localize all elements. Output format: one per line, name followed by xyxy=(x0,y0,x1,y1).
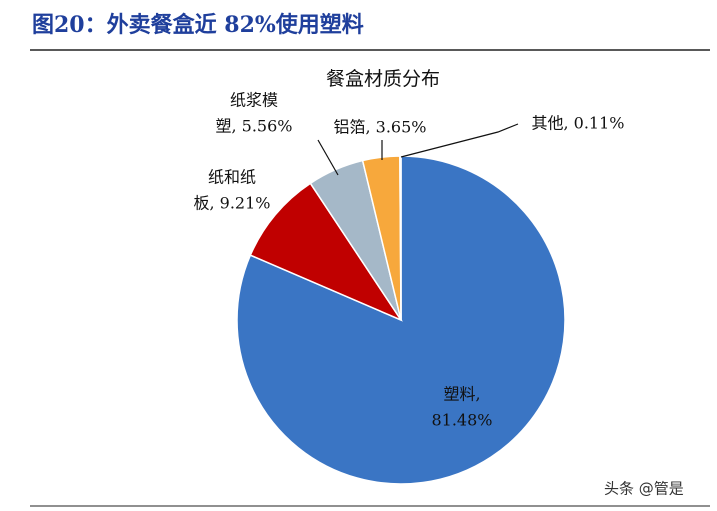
data-label: 纸和纸 xyxy=(208,168,256,187)
data-label: 塑料, xyxy=(443,385,480,404)
chart-title: 餐盒材质分布 xyxy=(326,68,440,90)
pie-slice xyxy=(399,155,402,321)
data-label: 81.48% xyxy=(431,411,492,430)
header-title: 图20：外卖餐盒近 82%使用塑料 xyxy=(32,12,364,38)
data-label: 塑, 5.56% xyxy=(215,117,292,136)
pie-slice xyxy=(249,182,404,322)
leader-line xyxy=(400,123,519,158)
data-label: 铝箔, 3.65% xyxy=(333,118,426,137)
leader-line xyxy=(317,139,339,176)
data-label: 其他, 0.11% xyxy=(531,114,624,133)
watermark: 头条 @管是 xyxy=(604,480,684,498)
data-label: 纸浆模 xyxy=(230,91,278,110)
data-label: 板, 9.21% xyxy=(193,194,270,213)
